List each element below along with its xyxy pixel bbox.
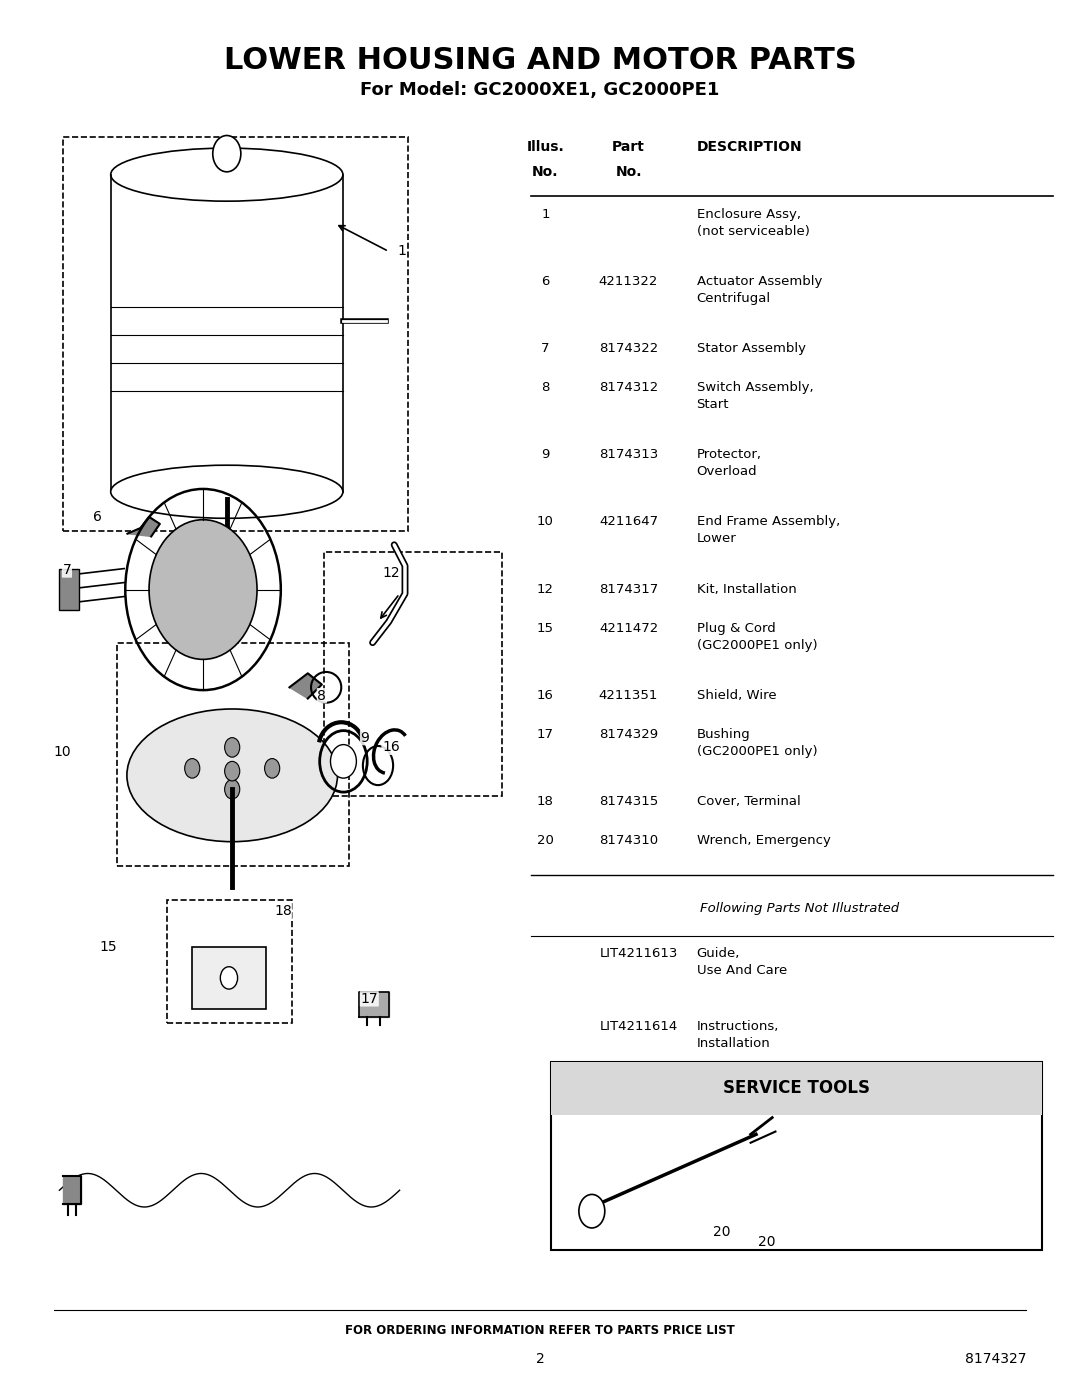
Text: 7: 7 bbox=[541, 342, 550, 355]
Text: 7: 7 bbox=[63, 563, 71, 577]
Text: For Model: GC2000XE1, GC2000PE1: For Model: GC2000XE1, GC2000PE1 bbox=[361, 81, 719, 99]
Text: Instructions,
Installation: Instructions, Installation bbox=[697, 1020, 779, 1049]
Circle shape bbox=[220, 967, 238, 989]
Text: 20: 20 bbox=[537, 834, 554, 847]
Circle shape bbox=[185, 759, 200, 778]
Text: 15: 15 bbox=[537, 622, 554, 634]
Text: Actuator Assembly
Centrifugal: Actuator Assembly Centrifugal bbox=[697, 275, 822, 305]
Text: Switch Assembly,
Start: Switch Assembly, Start bbox=[697, 381, 813, 411]
Bar bbox=[167, 900, 292, 1023]
Circle shape bbox=[330, 745, 356, 778]
Text: 17: 17 bbox=[361, 992, 378, 1006]
Text: Stator Assembly: Stator Assembly bbox=[697, 342, 806, 355]
Text: Bushing
(GC2000PE1 only): Bushing (GC2000PE1 only) bbox=[697, 728, 818, 757]
Text: FOR ORDERING INFORMATION REFER TO PARTS PRICE LIST: FOR ORDERING INFORMATION REFER TO PARTS … bbox=[346, 1324, 734, 1337]
Text: 15: 15 bbox=[99, 940, 117, 954]
Text: Cover, Terminal: Cover, Terminal bbox=[697, 795, 800, 807]
Text: Wrench, Emergency: Wrench, Emergency bbox=[697, 834, 831, 847]
Text: 8: 8 bbox=[318, 689, 326, 703]
Text: 6: 6 bbox=[93, 510, 102, 524]
Text: 8174312: 8174312 bbox=[599, 381, 658, 394]
Text: LOWER HOUSING AND MOTOR PARTS: LOWER HOUSING AND MOTOR PARTS bbox=[224, 46, 856, 75]
Text: 18: 18 bbox=[274, 904, 292, 918]
Text: 9: 9 bbox=[541, 448, 550, 461]
Text: 2: 2 bbox=[536, 1352, 544, 1366]
Bar bbox=[117, 643, 349, 866]
Circle shape bbox=[579, 1194, 605, 1228]
Text: Following Parts Not Illustrated: Following Parts Not Illustrated bbox=[700, 902, 899, 915]
Text: Shield, Wire: Shield, Wire bbox=[697, 689, 777, 701]
Text: No.: No. bbox=[616, 165, 642, 179]
Text: LIT4211613: LIT4211613 bbox=[600, 947, 678, 960]
Text: 10: 10 bbox=[537, 515, 554, 528]
Text: Guide,
Use And Care: Guide, Use And Care bbox=[697, 947, 787, 977]
Text: 4211351: 4211351 bbox=[599, 689, 658, 701]
Circle shape bbox=[213, 136, 241, 172]
Text: Kit, Installation: Kit, Installation bbox=[697, 583, 796, 595]
Polygon shape bbox=[289, 673, 322, 698]
Text: Protector,
Overload: Protector, Overload bbox=[697, 448, 761, 478]
Bar bbox=[551, 1062, 1042, 1115]
Circle shape bbox=[265, 759, 280, 778]
Text: Enclosure Assy,
(not serviceable): Enclosure Assy, (not serviceable) bbox=[697, 208, 810, 237]
Text: 8174327: 8174327 bbox=[964, 1352, 1026, 1366]
Polygon shape bbox=[359, 992, 389, 1017]
Text: SERVICE TOOLS: SERVICE TOOLS bbox=[723, 1080, 870, 1097]
Text: 20: 20 bbox=[758, 1235, 775, 1249]
Circle shape bbox=[149, 520, 257, 659]
Text: 1: 1 bbox=[397, 244, 406, 258]
Bar bbox=[551, 1062, 1042, 1250]
Circle shape bbox=[225, 738, 240, 757]
Text: 16: 16 bbox=[537, 689, 554, 701]
Text: 17: 17 bbox=[537, 728, 554, 740]
Text: LIT4211614: LIT4211614 bbox=[600, 1020, 678, 1032]
Bar bbox=[63, 137, 408, 531]
Text: 8174322: 8174322 bbox=[599, 342, 658, 355]
Text: 1: 1 bbox=[541, 208, 550, 221]
Text: 8174329: 8174329 bbox=[599, 728, 658, 740]
Text: 12: 12 bbox=[382, 566, 400, 580]
Circle shape bbox=[225, 780, 240, 799]
Text: 4211472: 4211472 bbox=[599, 622, 658, 634]
Text: 18: 18 bbox=[537, 795, 554, 807]
Bar bbox=[324, 552, 502, 796]
Text: DESCRIPTION: DESCRIPTION bbox=[697, 140, 802, 154]
Text: 12: 12 bbox=[537, 583, 554, 595]
Text: 6: 6 bbox=[541, 275, 550, 288]
Text: 8174317: 8174317 bbox=[599, 583, 658, 595]
Text: 10: 10 bbox=[54, 745, 71, 759]
Polygon shape bbox=[127, 517, 160, 536]
Text: 4211647: 4211647 bbox=[599, 515, 658, 528]
Bar bbox=[192, 947, 266, 1009]
Text: 8174313: 8174313 bbox=[599, 448, 658, 461]
Bar bbox=[59, 569, 79, 610]
Text: Illus.: Illus. bbox=[527, 140, 564, 154]
Ellipse shape bbox=[110, 465, 343, 518]
Text: No.: No. bbox=[532, 165, 558, 179]
Polygon shape bbox=[63, 1176, 81, 1204]
Text: 20: 20 bbox=[713, 1225, 730, 1239]
Text: Part: Part bbox=[612, 140, 645, 154]
Circle shape bbox=[225, 761, 240, 781]
Text: 4211322: 4211322 bbox=[599, 275, 658, 288]
Text: 8174315: 8174315 bbox=[599, 795, 658, 807]
Text: 9: 9 bbox=[361, 731, 369, 745]
Text: 16: 16 bbox=[382, 740, 400, 754]
Ellipse shape bbox=[127, 710, 337, 841]
Text: Plug & Cord
(GC2000PE1 only): Plug & Cord (GC2000PE1 only) bbox=[697, 622, 818, 651]
Text: 8: 8 bbox=[541, 381, 550, 394]
Text: End Frame Assembly,
Lower: End Frame Assembly, Lower bbox=[697, 515, 840, 545]
Text: 8174310: 8174310 bbox=[599, 834, 658, 847]
